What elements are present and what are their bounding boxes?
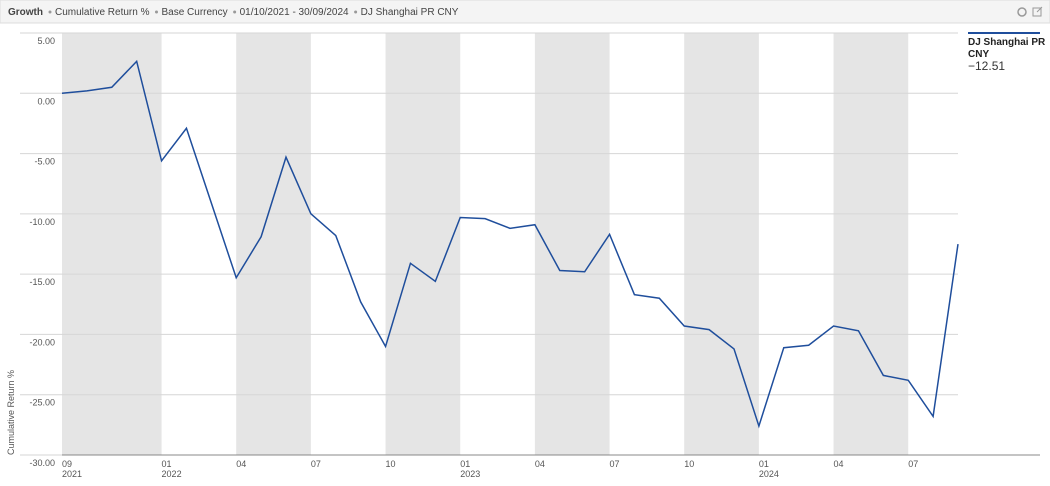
shaded-band <box>833 33 909 455</box>
x-year-label: 2023 <box>460 469 480 479</box>
shaded-band <box>534 33 610 455</box>
separator <box>48 10 52 14</box>
x-year-label: 2022 <box>162 469 182 479</box>
x-tick-label: 10 <box>386 459 396 469</box>
x-tick-label: 04 <box>236 459 246 469</box>
shaded-band <box>385 33 461 455</box>
header-item: 01/10/2021 - 30/09/2024 <box>240 7 349 18</box>
header-item: Cumulative Return % <box>55 7 150 18</box>
y-axis-label: Cumulative Return % <box>6 370 16 455</box>
x-tick-label: 04 <box>834 459 844 469</box>
shaded-band <box>684 33 759 455</box>
x-tick-label: 04 <box>535 459 545 469</box>
y-tick-label: 0.00 <box>37 96 55 106</box>
x-year-label: 2024 <box>759 469 779 479</box>
shaded-band <box>62 33 162 455</box>
legend-value: −12.51 <box>968 59 1005 73</box>
header-item: Growth <box>8 7 43 18</box>
y-tick-label: -25.00 <box>29 398 55 408</box>
separator <box>233 10 237 14</box>
header-item: DJ Shanghai PR CNY <box>361 7 459 18</box>
x-year-label: 2021 <box>62 469 82 479</box>
x-tick-label: 01 <box>460 459 470 469</box>
separator <box>154 10 158 14</box>
y-tick-label: 5.00 <box>37 36 55 46</box>
settings-icon[interactable] <box>1017 7 1027 17</box>
header-item: Base Currency <box>161 7 227 18</box>
y-tick-label: -20.00 <box>29 337 55 347</box>
x-tick-label: 07 <box>610 459 620 469</box>
x-tick-label: 01 <box>759 459 769 469</box>
data-line <box>61 59 959 429</box>
x-tick-label: 07 <box>311 459 321 469</box>
legend-label-line: DJ Shanghai PR <box>968 37 1046 48</box>
x-tick-label: 10 <box>684 459 694 469</box>
x-tick-label: 01 <box>162 459 172 469</box>
popout-icon[interactable] <box>1032 6 1043 17</box>
header-bar <box>0 0 1050 24</box>
shaded-band <box>236 33 311 455</box>
x-tick-label: 07 <box>908 459 918 469</box>
y-tick-label: -15.00 <box>29 277 55 287</box>
legend-label: DJ Shanghai PR CNY <box>968 37 1046 60</box>
y-tick-label: -30.00 <box>29 458 55 468</box>
legend-label-line: CNY <box>968 49 989 60</box>
y-tick-label: -10.00 <box>29 217 55 227</box>
y-tick-label: -5.00 <box>34 157 55 167</box>
separator <box>354 10 358 14</box>
x-tick-label: 09 <box>62 459 72 469</box>
